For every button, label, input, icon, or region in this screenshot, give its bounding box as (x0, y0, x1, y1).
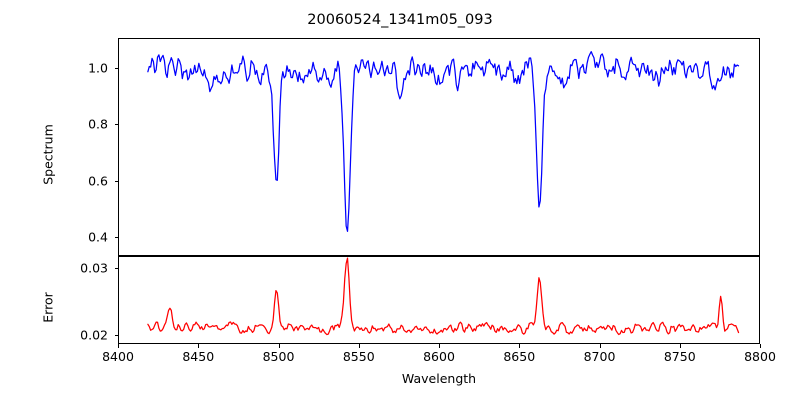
error-line (147, 257, 740, 336)
x-tick-3 (358, 344, 360, 348)
x-axis-label: Wavelength (401, 371, 477, 386)
spectrum-panel (118, 38, 760, 256)
spectrum-y-tick-1 (114, 180, 118, 182)
spectrum-y-tick-label-1: 0.6 (88, 173, 108, 189)
spectrum-y-axis-label: Spectrum (40, 124, 56, 185)
x-tick-5 (519, 344, 521, 348)
error-y-tick-label-0: 0.02 (80, 327, 108, 343)
x-tick-8 (760, 344, 761, 348)
x-tick-0 (118, 344, 119, 348)
spectrum-y-tick-3 (114, 67, 118, 69)
x-tick-label-0: 8400 (102, 349, 134, 364)
error-y-tick-1 (114, 268, 118, 270)
x-tick-label-2: 8500 (262, 349, 295, 364)
x-tick-7 (679, 344, 681, 348)
x-tick-1 (198, 344, 200, 348)
spectrum-y-tick-label-2: 0.8 (88, 116, 108, 132)
x-tick-label-4: 8600 (423, 349, 455, 364)
error-y-tick-label-1: 0.03 (80, 260, 108, 276)
x-tick-2 (278, 344, 280, 348)
spectrum-y-tick-2 (114, 124, 118, 126)
error-plot-area (147, 257, 740, 336)
x-tick-4 (439, 344, 440, 348)
x-tick-label-1: 8450 (182, 349, 215, 364)
spectrum-y-tick-0 (114, 237, 118, 239)
error-panel (118, 256, 760, 344)
spectrum-plot-area (147, 50, 740, 232)
x-tick-label-3: 8550 (342, 349, 375, 364)
x-tick-label-5: 8650 (503, 349, 536, 364)
error-y-tick-0 (114, 335, 118, 337)
x-tick-label-6: 8700 (583, 349, 616, 364)
x-tick-6 (599, 344, 601, 348)
x-tick-label-8: 8800 (744, 349, 776, 364)
spectrum-line (147, 50, 740, 232)
x-tick-label-7: 8750 (663, 349, 696, 364)
figure-title: 20060524_1341m05_093 (307, 12, 493, 28)
spectrum-y-tick-label-3: 1.0 (88, 60, 108, 76)
spectrum-y-tick-label-0: 0.4 (88, 229, 108, 245)
